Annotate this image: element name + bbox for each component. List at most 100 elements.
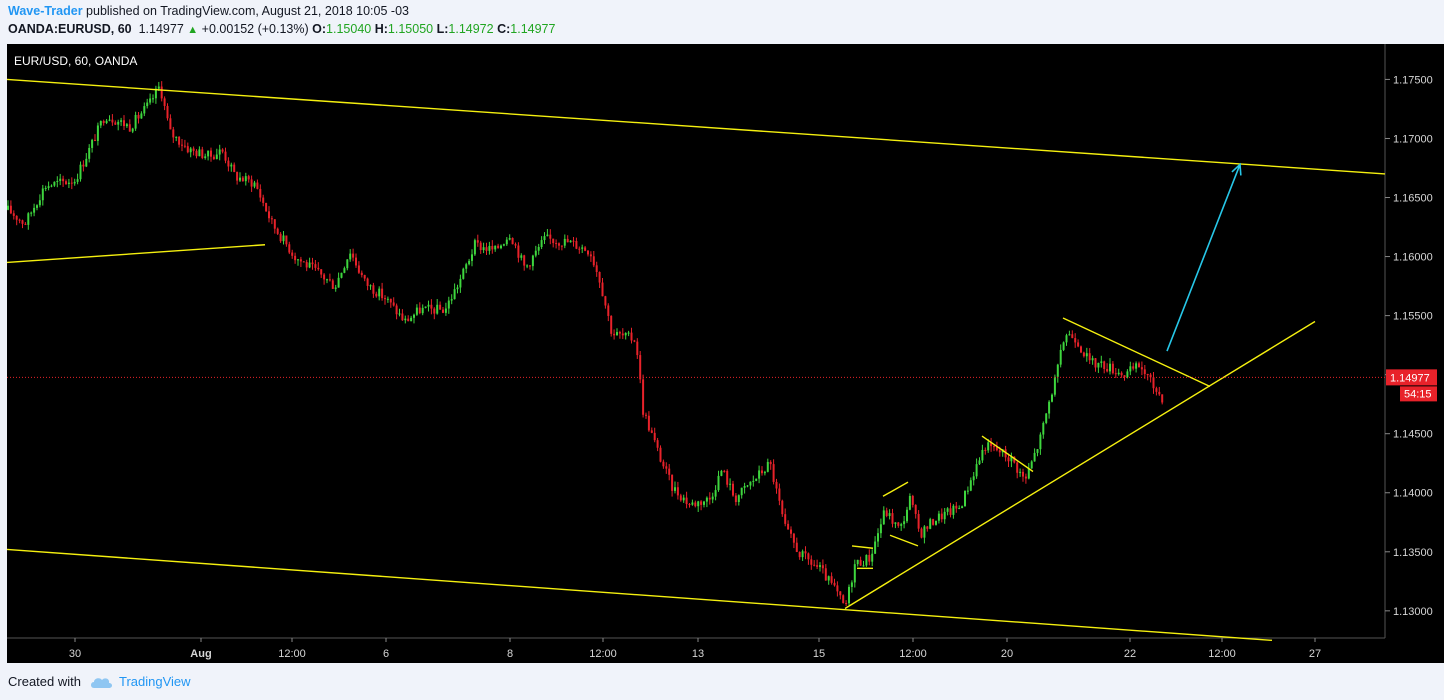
candle-body [1140,367,1143,370]
candle-body [972,476,975,481]
candle-body [236,171,239,181]
candle-body [67,182,70,184]
candle-body [15,215,18,220]
candle-body [633,340,636,342]
candle-body [1149,374,1152,378]
x-tick-label: 15 [813,648,825,660]
candle-body [59,178,62,181]
tradingview-link[interactable]: TradingView [118,674,191,689]
candle-body [798,551,801,558]
candle-body [491,245,494,250]
x-tick-label: 27 [1309,648,1321,660]
candle-body [679,495,682,501]
candle-body [291,252,294,256]
candle-body [1152,377,1155,389]
header-bar: Wave-Trader published on TradingView.com… [0,0,1444,44]
candle-body [282,235,285,242]
trendline [844,320,1316,610]
candle-body [685,497,688,505]
plot-area[interactable] [7,44,1385,638]
candle-body [894,522,897,524]
candle-body [1135,363,1138,369]
trendline [6,548,1273,642]
candle-body [1120,372,1123,376]
candle-body [247,176,250,180]
candle-body [294,255,297,261]
candle-body [166,105,169,119]
candle-body [1051,394,1053,402]
y-tick-label: 1.14500 [1393,429,1433,441]
candle-body [230,164,233,167]
candle-body [160,86,163,99]
candle-body [966,490,969,492]
target-arrow [1166,164,1241,352]
candle-body [616,332,618,336]
candle-body [778,488,781,501]
candle-body [73,181,76,184]
candle-body [140,113,143,119]
candle-body [1056,364,1059,377]
candle-body [792,533,795,543]
candle-body [653,432,656,441]
candle-body [856,559,859,565]
candle-body [439,304,442,310]
candle-body [1088,353,1091,361]
candle-body [981,449,984,461]
candle-body [1091,358,1094,361]
candle-body [44,187,47,189]
candle-body [868,554,871,562]
candle-body [88,147,91,159]
candle-body [734,495,737,503]
candle-body [775,481,778,489]
candle-body [189,148,192,153]
candle-body [888,513,891,516]
candle-body [932,519,935,525]
candle-body [1111,363,1114,374]
candle-body [149,98,152,103]
candle-body [787,523,790,530]
candle-body [494,245,497,250]
candle-body [404,318,407,321]
candle-body [134,114,137,129]
candle-body [99,120,102,126]
price-axis[interactable] [1385,44,1444,638]
time-axis[interactable] [7,638,1444,663]
candle-body [462,268,465,279]
candle-body [430,304,433,309]
candle-body [108,119,111,121]
candle-body [326,279,328,281]
up-triangle-icon: ▲ [187,24,199,36]
candle-body [1146,374,1149,376]
candle-body [1129,366,1132,372]
candle-body [120,120,123,122]
candle-body [1132,366,1135,369]
candle-body [813,564,816,566]
candle-body [398,313,401,315]
trendline [6,78,1386,175]
x-tick-label: 6 [383,648,389,660]
candle-body [343,268,346,273]
candle-body [781,500,784,515]
high-label: H: [374,22,388,36]
candle-body [990,442,993,447]
author-link[interactable]: Wave-Trader [8,4,83,18]
candle-body [418,307,421,314]
candle-body [639,355,642,380]
candle-body [154,88,157,99]
candle-body [1048,401,1051,414]
price-chart[interactable]: 1.175001.170001.165001.160001.155001.150… [0,44,1444,663]
candle-body [975,464,978,477]
x-tick-label: 12:00 [278,648,306,660]
candle-body [517,245,520,258]
candle-body [1082,352,1085,357]
candle-body [636,341,639,356]
low-label: L: [436,22,449,36]
candle-body [763,471,766,474]
candle-body [366,278,369,286]
candle-body [137,114,140,119]
candle-body [914,504,917,514]
candle-body [766,461,769,472]
candle-body [9,205,12,214]
candle-body [468,260,471,265]
candle-body [163,98,166,106]
